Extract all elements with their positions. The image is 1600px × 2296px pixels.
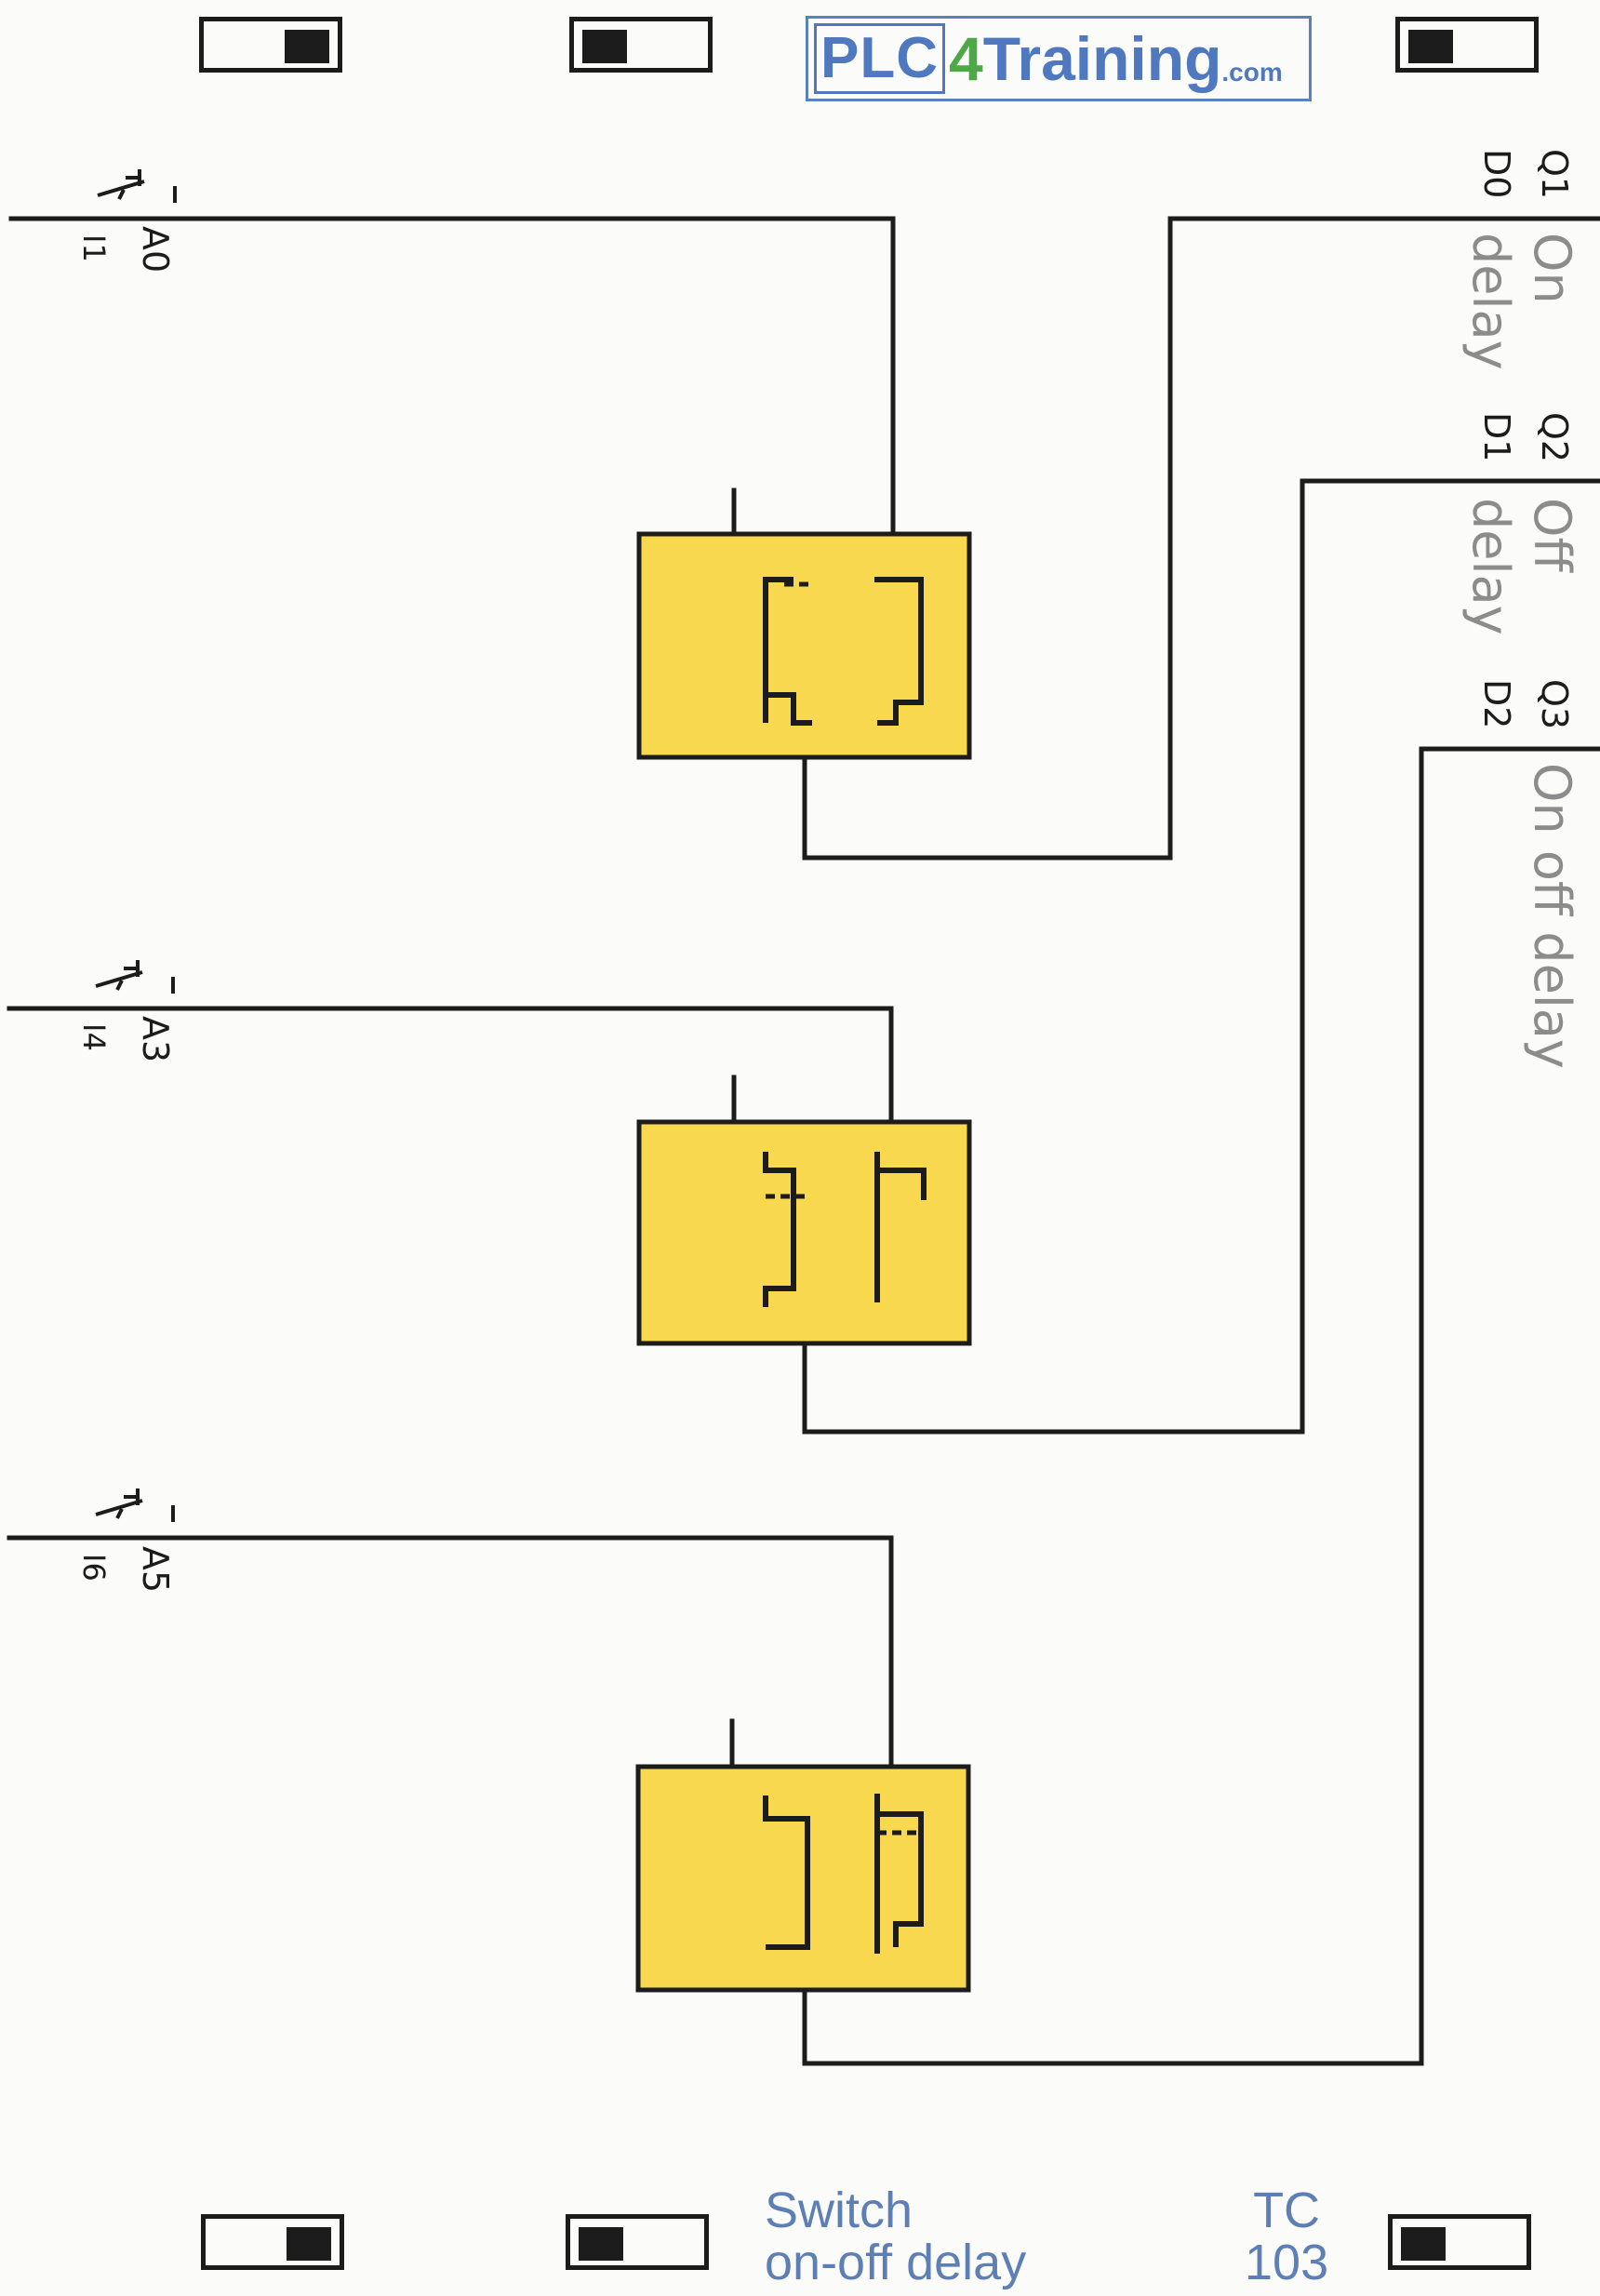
input-wire-2 — [7, 1006, 894, 1124]
input-address-label-1: A0 — [135, 226, 176, 273]
output-d-label-3: D2 — [1476, 679, 1517, 728]
output-d-label-2: D1 — [1476, 412, 1517, 461]
input-number-label-1: I1 — [76, 234, 112, 262]
switch-top-right[interactable] — [1395, 17, 1539, 73]
pushbutton-symbol-3 — [95, 1488, 175, 1522]
switch-top-middle[interactable] — [569, 17, 713, 73]
plc4training-logo: PLC 4 Training .com — [806, 16, 1312, 101]
switch-top-left[interactable] — [199, 17, 342, 73]
logo-plc: PLC — [814, 23, 945, 94]
input-number-label-2: I4 — [76, 1023, 112, 1051]
footer-code-line2: 103 — [1245, 2235, 1329, 2290]
logo-training: Training — [982, 24, 1222, 93]
timer-block-off-delay — [636, 1119, 972, 1346]
timer-block-on-off-delay — [635, 1764, 971, 1993]
output-description-3: On off delay — [1523, 763, 1581, 1069]
output-description-1a: On — [1523, 233, 1581, 304]
output-description-2a: Off — [1523, 498, 1581, 574]
switch-knob — [1401, 2227, 1446, 2261]
logo-com: .com — [1221, 58, 1283, 87]
footer-title-line2: on-off delay — [765, 2235, 1027, 2290]
pushbutton-symbol-1 — [97, 169, 177, 203]
footer-title: Switch on-off delay — [765, 2184, 1026, 2289]
output-wire-3 — [802, 746, 1600, 2066]
footer-code: TC 103 — [1245, 2184, 1328, 2289]
switch-bottom-right[interactable] — [1388, 2214, 1531, 2270]
switch-knob — [287, 2227, 331, 2261]
switch-knob — [579, 2227, 623, 2261]
input-address-label-3: A5 — [135, 1546, 176, 1593]
output-description-1b: delay — [1461, 233, 1520, 370]
footer-title-line1: Switch — [765, 2183, 913, 2238]
switch-knob — [285, 30, 329, 63]
output-d-label-1: D0 — [1476, 149, 1517, 198]
input-address-label-2: A3 — [135, 1016, 176, 1062]
output-wire-1 — [802, 216, 1600, 861]
pushbutton-symbol-2 — [95, 960, 175, 994]
output-q-label-2: Q2 — [1534, 412, 1575, 462]
output-description-2b: delay — [1461, 498, 1520, 635]
logo-four: 4 — [949, 24, 983, 93]
switch-knob — [582, 30, 627, 63]
switch-knob — [1408, 30, 1453, 63]
output-wire-2 — [802, 478, 1600, 1435]
input-wire-1 — [8, 216, 896, 535]
timer-block-on-delay — [636, 531, 972, 760]
output-q-label-3: Q3 — [1534, 679, 1575, 729]
switch-bottom-middle[interactable] — [566, 2214, 709, 2270]
output-q-label-1: Q1 — [1534, 149, 1575, 199]
input-wire-3 — [7, 1535, 894, 1769]
input-number-label-3: I6 — [76, 1554, 112, 1582]
footer-code-line1: TC — [1253, 2183, 1321, 2238]
switch-bottom-left[interactable] — [201, 2214, 344, 2270]
